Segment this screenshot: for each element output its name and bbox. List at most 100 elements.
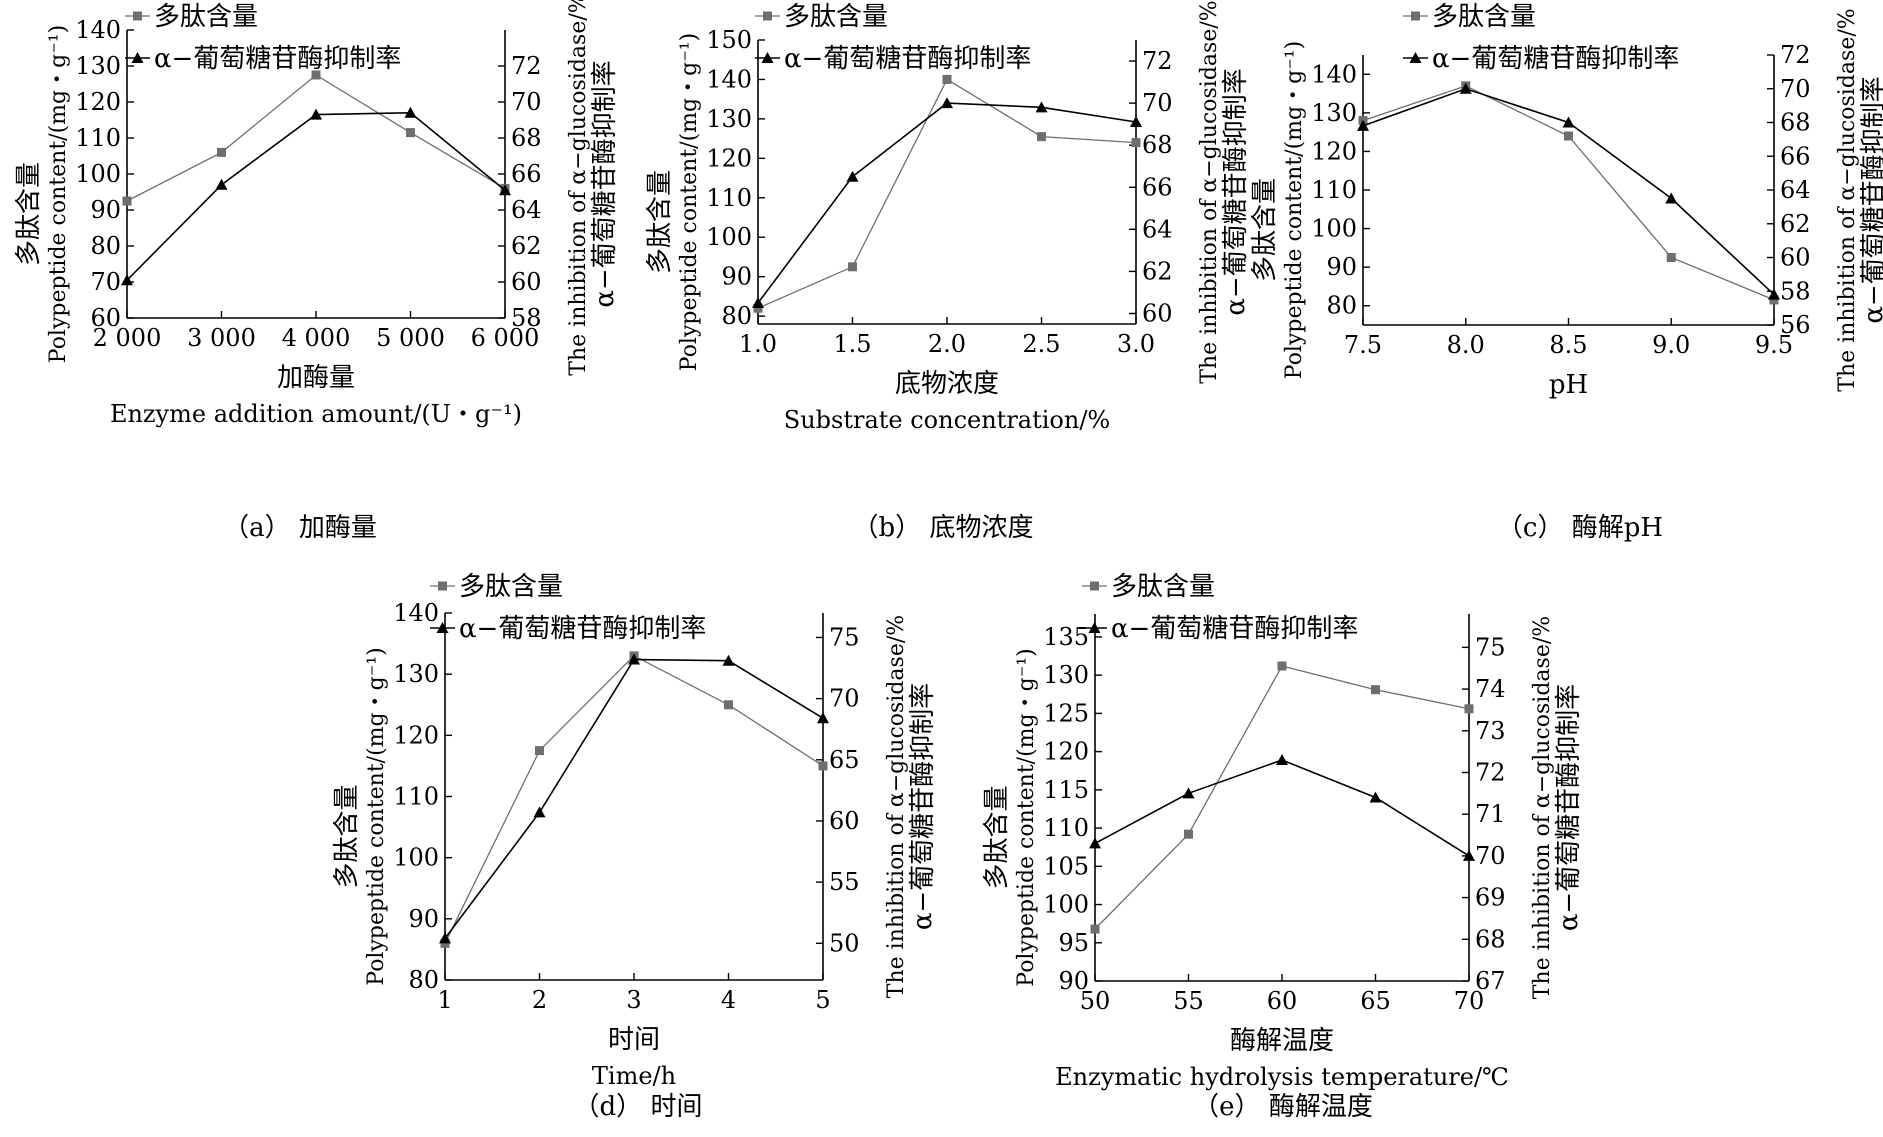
right-y-label-cn: α−葡萄糖苷酶抑制率 [1221, 68, 1251, 315]
data-point-inhibition [1035, 101, 1048, 113]
right-y-tick-label: 68 [1780, 109, 1811, 137]
legend-marker-polypeptide [1090, 581, 1099, 591]
chart-panel-c: 7.5 8.0 8.5 9.0 9.5 80 90 100 110 120 130 140 56 58 60… [1250, 2, 1883, 543]
series-line-inhibition [444, 658, 824, 939]
left-y-tick-label: 125 [1043, 699, 1089, 727]
legend-marker-inhibition [1088, 622, 1101, 633]
left-y-label-cn: 多肽含量 [1250, 178, 1280, 282]
data-point-polypeptide [1090, 924, 1100, 934]
x-tick-label: 4 [721, 986, 736, 1014]
data-point-polypeptide [1131, 138, 1141, 148]
legend-label-inhibition: α−葡萄糖苷酶抑制率 [1111, 614, 1358, 644]
x-tick-label: 3.0 [1117, 330, 1155, 358]
left-y-tick-label: 120 [706, 144, 752, 172]
x-tick-label: 2 [532, 986, 547, 1014]
data-point-inhibition [1089, 837, 1101, 849]
chart-panel-a: 2 000 3 000 4 000 5 000 6 000 60 70 80 90 100 110 1… [14, 0, 620, 543]
left-y-tick-label: 140 [706, 65, 752, 93]
left-y-tick-label: 90 [721, 263, 752, 291]
right-y-tick-label: 72 [1142, 47, 1173, 75]
right-y-tick-label: 72 [511, 52, 542, 80]
legend-label-inhibition: α−葡萄糖苷酶抑制率 [459, 614, 706, 644]
right-y-tick-label: 65 [829, 746, 860, 774]
data-point-polypeptide [122, 196, 132, 206]
right-y-tick-label: 50 [829, 929, 860, 957]
left-y-tick-label: 100 [393, 844, 439, 872]
right-y-label-cn: α−葡萄糖苷酶抑制率 [908, 683, 938, 930]
data-point-inhibition [1562, 116, 1575, 128]
legend-label-polypeptide: 多肽含量 [1432, 2, 1536, 32]
data-point-inhibition [1665, 192, 1678, 204]
x-tick-label: 60 [1267, 987, 1298, 1015]
x-tick-label: 2.0 [928, 330, 966, 358]
x-label-en: Time/h [592, 1062, 676, 1090]
right-y-tick-label: 62 [1780, 210, 1811, 238]
right-y-tick-label: 72 [1780, 41, 1811, 69]
left-y-tick-label: 110 [706, 184, 752, 212]
legend-marker-polypeptide [438, 581, 447, 591]
left-y-tick-label: 105 [1043, 852, 1089, 880]
series-line-polypeptide [444, 655, 824, 944]
left-y-tick-label: 130 [393, 660, 439, 688]
right-y-tick-label: 67 [1475, 967, 1506, 995]
right-y-tick-label: 64 [511, 196, 542, 224]
left-y-label-cn: 多肽含量 [14, 162, 44, 266]
data-point-inhibition [499, 184, 511, 196]
right-y-tick-label: 62 [1142, 257, 1173, 285]
data-point-polypeptide [1277, 661, 1287, 671]
x-tick-label: 50 [1080, 987, 1111, 1015]
right-y-label-en: The inhibition of α−glucosidase/% [1530, 616, 1555, 999]
legend-label-inhibition: α−葡萄糖苷酶抑制率 [784, 44, 1031, 74]
legend-marker-inhibition [131, 52, 144, 63]
x-tick-label: 55 [1173, 987, 1204, 1015]
x-tick-label: 2.5 [1022, 330, 1060, 358]
data-point-inhibition [628, 653, 640, 665]
data-point-inhibition [533, 806, 546, 818]
legend-label-inhibition: α−葡萄糖苷酶抑制率 [1432, 44, 1679, 74]
x-tick-label: 1 [437, 986, 452, 1014]
x-tick-label: 5 [815, 986, 830, 1014]
right-y-tick-label: 68 [511, 124, 542, 152]
left-y-label-cn: 多肽含量 [332, 784, 362, 888]
data-point-polypeptide [311, 70, 321, 80]
x-tick-label: 7.5 [1344, 331, 1382, 359]
left-y-tick-label: 130 [1043, 661, 1089, 689]
left-y-tick-label: 120 [75, 88, 121, 116]
x-tick-label: 9.5 [1755, 331, 1793, 359]
series-line-polypeptide [1094, 665, 1470, 930]
data-point-polypeptide [406, 128, 415, 138]
chart-panel-b: 1.0 1.5 2.0 2.5 3.0 80 90 100 110 120 130 140 150 60 6… [645, 0, 1251, 543]
right-y-tick-label: 55 [829, 868, 860, 896]
right-y-tick-label: 60 [511, 268, 542, 296]
right-y-tick-label: 64 [1780, 176, 1811, 204]
left-y-tick-label: 100 [1043, 891, 1089, 919]
series-line-inhibition [1094, 759, 1470, 857]
x-tick-label: 2 000 [93, 324, 162, 352]
data-point-polypeptide [1037, 132, 1046, 142]
right-y-tick-label: 70 [1475, 842, 1506, 870]
left-y-tick-label: 120 [393, 721, 439, 749]
data-point-polypeptide [1184, 829, 1193, 839]
x-tick-label: 6 000 [471, 324, 540, 352]
data-point-inhibition [310, 108, 322, 120]
right-y-tick-label: 64 [1142, 215, 1173, 243]
right-y-tick-label: 73 [1475, 717, 1506, 745]
right-y-tick-label: 66 [511, 160, 542, 188]
x-tick-label: 3 000 [187, 324, 256, 352]
x-tick-label: 3 [626, 986, 641, 1014]
left-y-tick-label: 130 [1311, 99, 1357, 127]
left-y-tick-label: 95 [1058, 929, 1089, 957]
data-point-polypeptide [1564, 131, 1573, 141]
panel-caption: （d） 时间 [574, 1092, 703, 1122]
left-y-label-en: Polypeptide content/(mg・g⁻¹) [677, 33, 702, 371]
data-point-inhibition [1463, 849, 1475, 861]
x-tick-label: 9.0 [1652, 331, 1690, 359]
right-y-tick-label: 69 [1475, 884, 1506, 912]
right-y-label-cn: α−葡萄糖苷酶抑制率 [1554, 684, 1584, 931]
data-point-polypeptide [724, 700, 733, 710]
data-point-inhibition [817, 712, 829, 724]
legend-marker-polypeptide [1411, 11, 1420, 21]
left-y-tick-label: 80 [408, 966, 439, 994]
data-point-polypeptide [1371, 685, 1380, 695]
legend-label-polypeptide: 多肽含量 [154, 2, 258, 32]
